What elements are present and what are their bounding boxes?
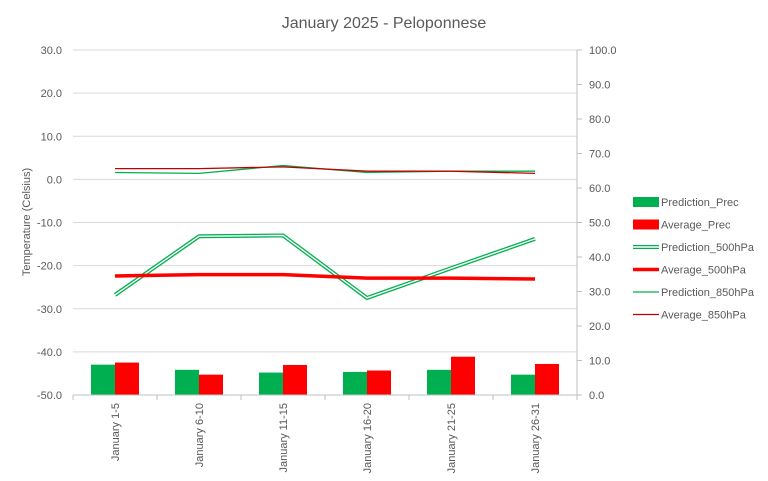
chart-title: January 2025 - Peloponnese <box>282 15 487 32</box>
left-tick-label: -50.0 <box>37 390 62 402</box>
bars <box>91 356 559 395</box>
left-tick-label: -20.0 <box>37 261 62 273</box>
left-axis-ticks: 30.0 20.0 10.0 0.0 -10.0 -20.0 -30.0 -40.0 -50.0 <box>37 45 62 402</box>
right-axis-ticks: 100.0 90.0 80.0 70.0 60.0 50.0 40.0 30.0 20.0 10.… <box>577 45 617 402</box>
left-tick-label: -30.0 <box>37 304 62 316</box>
left-tick-label: 20.0 <box>41 88 62 100</box>
x-tick-label: January 11-15 <box>278 403 290 473</box>
legend-swatch-Prediction_Prec <box>633 197 659 207</box>
right-tick-label: 10.0 <box>589 356 610 368</box>
bar-Prediction_Prec <box>259 372 283 395</box>
x-tick-label: January 6-10 <box>194 403 206 467</box>
bar-Average_Prec <box>115 362 139 395</box>
bar-Prediction_Prec <box>427 369 451 395</box>
x-axis-ticks: January 1-5 January 6-10 January 11-15 Janu… <box>72 395 578 473</box>
bar-Average_Prec <box>199 374 223 395</box>
bar-Average_Prec <box>367 370 391 395</box>
bar-Average_Prec <box>451 356 475 395</box>
x-tick-label: January 21-25 <box>446 403 458 473</box>
right-tick-label: 60.0 <box>589 183 610 195</box>
right-tick-label: 0.0 <box>589 390 604 402</box>
x-tick-label: January 16-20 <box>362 403 374 473</box>
legend-label: Prediction_Prec <box>661 197 739 209</box>
lines <box>113 164 536 300</box>
bar-Average_Prec <box>535 363 559 395</box>
gridlines <box>73 49 577 353</box>
right-tick-label: 30.0 <box>589 287 610 299</box>
right-tick-label: 70.0 <box>589 149 610 161</box>
bar-Prediction_Prec <box>343 371 367 395</box>
legend-label: Prediction_500hPa <box>661 242 755 254</box>
legend-label: Prediction_850hPa <box>661 287 755 299</box>
right-tick-label: 50.0 <box>589 218 610 230</box>
bar-Prediction_Prec <box>91 364 115 395</box>
bar-Prediction_Prec <box>175 369 199 395</box>
left-tick-label: -40.0 <box>37 347 62 359</box>
legend-label: Average_Prec <box>661 220 731 232</box>
x-tick-label: January 26-31 <box>530 403 542 473</box>
left-tick-label: -10.0 <box>37 218 62 230</box>
right-tick-label: 90.0 <box>589 80 610 92</box>
y-axis-label: Temperature (Celsius) <box>21 168 33 276</box>
bar-Prediction_Prec <box>511 374 535 395</box>
left-tick-label: 10.0 <box>41 131 62 143</box>
x-tick-label: January 1-5 <box>110 403 122 461</box>
right-tick-label: 80.0 <box>589 114 610 126</box>
right-tick-label: 100.0 <box>589 45 617 57</box>
legend-label: Average_850hPa <box>661 310 747 322</box>
legend: Prediction_Prec Average_Prec Prediction_50… <box>633 197 755 322</box>
right-tick-label: 40.0 <box>589 252 610 264</box>
line-Average_500hPa <box>114 272 536 281</box>
left-tick-label: 30.0 <box>41 45 62 57</box>
left-tick-label: 0.0 <box>47 174 62 186</box>
right-tick-label: 20.0 <box>589 321 610 333</box>
line-Prediction_500hPa-inner <box>114 234 536 299</box>
legend-swatch-Average_Prec <box>633 219 659 230</box>
line-Average_850hPa <box>115 166 536 174</box>
legend-label: Average_500hPa <box>661 265 747 277</box>
bar-Average_Prec <box>283 364 307 395</box>
